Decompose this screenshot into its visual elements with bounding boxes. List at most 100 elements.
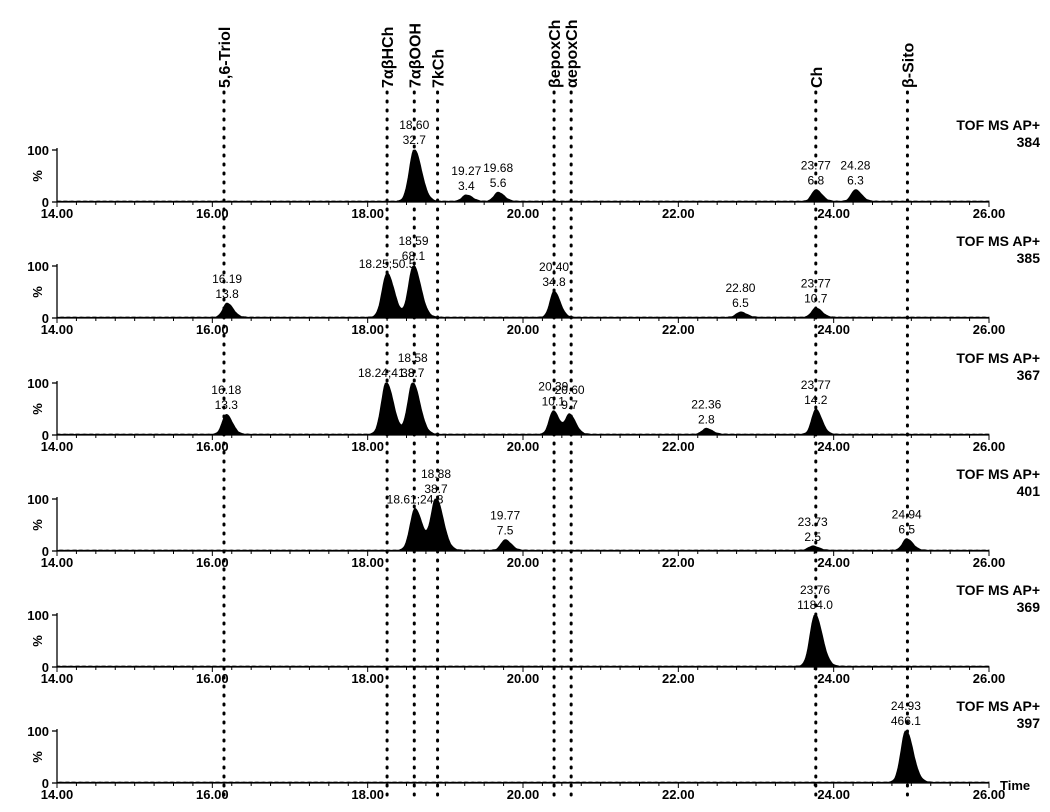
peak-label: 38.7	[424, 482, 448, 496]
y-tick-label: 0	[42, 776, 49, 791]
x-tick-label: 18.00	[351, 555, 384, 570]
peak-label: 24.93	[891, 699, 921, 713]
peak-label: 13.3	[215, 398, 239, 412]
x-tick-label: 16.00	[196, 439, 229, 454]
y-tick-label: 100	[27, 608, 49, 623]
x-tick-label: 14.00	[41, 439, 74, 454]
x-tick-label: 26.00	[973, 555, 1006, 570]
y-tick-label: 0	[42, 428, 49, 443]
peak-label: 5.6	[490, 176, 507, 190]
peak-label: 24.28	[840, 159, 870, 173]
x-tick-label: 20.00	[507, 555, 540, 570]
x-tick-label: 16.00	[196, 206, 229, 221]
marker-label: β-Sito	[900, 42, 917, 88]
y-axis-label: %	[30, 286, 45, 298]
trace-panel: 100 0% 14.00 16.00 18.00 20.00 22.00 24.00 26.00…	[27, 582, 1040, 686]
x-tick-label: 22.00	[662, 555, 695, 570]
x-tick-label: 20.00	[507, 206, 540, 221]
y-axis-label: %	[30, 170, 45, 182]
peak-label: 23.77	[801, 159, 831, 173]
marker-lines: 5,6-Triol 7αβHCh 7αβOOH 7kCh βepoxCh αepoxCh C…	[217, 19, 917, 800]
trace-mass: 385	[1017, 250, 1041, 266]
trace-panel: 100 0% 14.00 16.00 18.00 20.00 22.00 24.00 26.00…	[27, 466, 1040, 570]
x-tick-label: 24.00	[817, 206, 850, 221]
peak-label: 18.88	[421, 467, 451, 481]
y-axis-label: %	[30, 751, 45, 763]
peak-label: 38.7	[401, 366, 425, 380]
marker-label: 7αβHCh	[380, 27, 397, 88]
x-tick-label: 22.00	[662, 671, 695, 686]
y-tick-label: 0	[42, 311, 49, 326]
trace-name: TOF MS AP+	[956, 117, 1040, 133]
x-tick-label: 18.00	[351, 787, 384, 802]
trace-area	[56, 382, 990, 436]
y-tick-label: 100	[27, 259, 49, 274]
peak-label: 23.76	[800, 583, 830, 597]
marker-label: 7kCh	[431, 49, 448, 88]
x-tick-label: 24.00	[817, 671, 850, 686]
x-tick-label: 18.00	[351, 439, 384, 454]
trace-mass: 384	[1017, 134, 1041, 150]
x-tick-label: 24.00	[817, 439, 850, 454]
y-tick-label: 0	[42, 660, 49, 675]
trace-mass: 397	[1017, 715, 1041, 731]
x-tick-label: 26.00	[973, 671, 1006, 686]
peak-label: 19.68	[483, 161, 513, 175]
x-tick-label: 20.00	[507, 787, 540, 802]
marker-label: βepoxCh	[547, 20, 564, 88]
y-tick-label: 0	[42, 195, 49, 210]
trace-name: TOF MS AP+	[956, 233, 1040, 249]
trace-panels: 100 0% 14.00 16.00 18.00 20.00 22.00 24.00 26.00…	[27, 117, 1040, 802]
peak-label: 466.1	[891, 714, 921, 728]
x-tick-label: 16.00	[196, 787, 229, 802]
peak-label: 20.60	[555, 383, 585, 397]
y-tick-label: 100	[27, 492, 49, 507]
trace-mass: 401	[1017, 483, 1041, 499]
x-tick-label: 14.00	[41, 206, 74, 221]
peak-label: 20.40	[539, 260, 569, 274]
peak-label: 18.58	[398, 351, 428, 365]
peak-label: 23.77	[801, 378, 831, 392]
peak-label: 19.27	[451, 164, 481, 178]
peak-label: 3.4	[458, 179, 475, 193]
trace-name: TOF MS AP+	[956, 582, 1040, 598]
marker-label: Ch	[809, 67, 826, 88]
trace-area	[56, 730, 990, 784]
trace-name: TOF MS AP+	[956, 350, 1040, 366]
trace-panel: 100 0% 14.00 16.00 18.00 20.00 22.00 24.00 26.00…	[27, 698, 1040, 802]
x-tick-label: 14.00	[41, 671, 74, 686]
y-tick-label: 0	[42, 544, 49, 559]
trace-name: TOF MS AP+	[956, 698, 1040, 714]
peak-label: 18.59	[398, 234, 428, 248]
x-tick-label: 22.00	[662, 787, 695, 802]
x-tick-label: 24.00	[817, 555, 850, 570]
trace-mass: 367	[1017, 367, 1041, 383]
marker-label: 5,6-Triol	[217, 27, 234, 88]
y-tick-label: 100	[27, 376, 49, 391]
peak-label: 32.7	[403, 133, 427, 147]
x-tick-label: 20.00	[507, 671, 540, 686]
peak-label: 2.5	[804, 530, 821, 544]
peak-label: 23.73	[798, 515, 828, 529]
x-tick-label: 20.00	[507, 439, 540, 454]
y-axis-label: %	[30, 519, 45, 531]
x-tick-label: 14.00	[41, 322, 74, 337]
trace-panel: 100 0% 14.00 16.00 18.00 20.00 22.00 24.00 26.00…	[27, 233, 1040, 337]
x-tick-label: 14.00	[41, 555, 74, 570]
marker-label: αepoxCh	[564, 19, 581, 88]
y-tick-label: 100	[27, 143, 49, 158]
trace-name: TOF MS AP+	[956, 466, 1040, 482]
peak-label: 22.36	[691, 397, 721, 411]
peak-label: 18.60	[399, 118, 429, 132]
peak-label: 14.2	[804, 393, 828, 407]
trace-area	[56, 614, 990, 668]
peak-label: 16.18	[211, 383, 241, 397]
y-tick-label: 100	[27, 724, 49, 739]
trace-mass: 369	[1017, 599, 1041, 615]
peak-label: 68.1	[402, 249, 426, 263]
x-tick-label: 18.00	[351, 671, 384, 686]
peak-label: 22.80	[725, 281, 755, 295]
peak-label: 20.39	[538, 380, 568, 394]
peak-label: 6.5	[898, 523, 915, 537]
